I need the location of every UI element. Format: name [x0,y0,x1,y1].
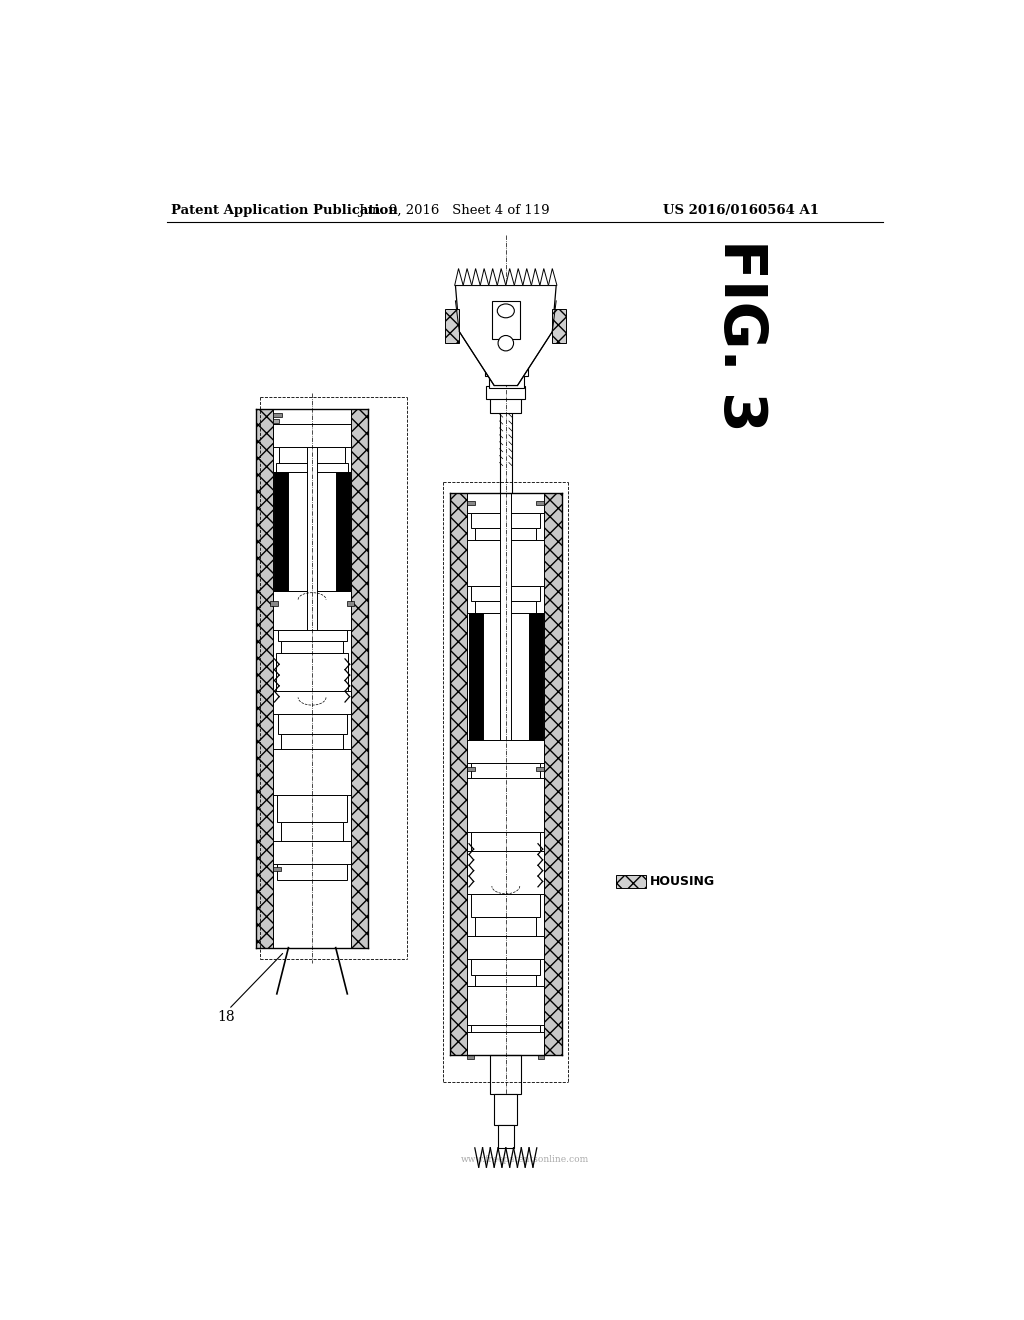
Bar [467,540,544,586]
Text: FIG. 3: FIG. 3 [712,239,769,432]
Bar [488,376,523,388]
Bar [537,767,544,771]
Bar [528,612,543,739]
Text: HOUSING: HOUSING [650,875,716,888]
Polygon shape [456,285,556,385]
Bar [469,612,483,739]
Bar [471,960,541,974]
Bar [450,494,467,1056]
Bar [273,471,351,591]
Bar [498,1125,514,1148]
Bar [471,763,541,779]
Bar [475,601,537,612]
Bar [273,424,351,447]
Bar [471,1024,541,1040]
Bar [490,1056,521,1094]
Bar [471,894,541,917]
Bar [528,612,543,739]
Bar [538,1056,544,1059]
Polygon shape [540,268,549,285]
Bar [467,767,475,771]
Bar [306,447,317,817]
Polygon shape [531,268,540,285]
Bar [336,471,349,591]
Polygon shape [472,268,480,285]
Bar [485,363,527,376]
Polygon shape [523,268,531,285]
Bar [467,986,544,1024]
Bar [467,1040,544,1056]
Polygon shape [480,268,488,285]
Bar [467,494,544,512]
Bar [486,385,525,400]
Bar [276,865,347,880]
Bar [270,601,278,606]
Bar [273,409,351,424]
Bar [445,309,460,343]
Bar [471,586,541,601]
Bar [469,612,483,739]
Bar [467,1056,474,1059]
Bar [273,867,281,871]
Bar [492,301,520,339]
Bar [276,653,348,692]
Bar [351,409,369,948]
Polygon shape [455,268,463,285]
Bar [278,630,346,642]
Polygon shape [514,268,523,285]
Text: 18: 18 [217,1010,234,1024]
Bar [273,412,283,417]
Bar [467,936,544,960]
Bar [346,601,354,606]
Text: www.freepatentsonline.com: www.freepatentsonline.com [461,1155,589,1164]
Bar [467,779,544,832]
Bar [467,612,544,739]
Bar [467,1032,544,1056]
Bar [544,494,562,1056]
Bar [537,502,544,506]
Bar [467,739,544,763]
Bar [471,512,541,528]
Bar [336,471,349,591]
Bar [475,528,537,540]
Bar [475,917,537,936]
Text: Patent Application Publication: Patent Application Publication [171,205,397,218]
Bar [278,714,346,734]
Polygon shape [463,268,472,285]
Bar [475,974,537,986]
Bar [616,874,646,888]
Bar [281,822,343,841]
Text: Jun. 9, 2016   Sheet 4 of 119: Jun. 9, 2016 Sheet 4 of 119 [357,205,549,218]
Bar [273,591,351,630]
Bar [552,309,566,343]
Bar [276,795,347,822]
Polygon shape [506,268,514,285]
Bar [280,447,345,462]
Bar [273,420,280,424]
Circle shape [498,335,514,351]
Bar [274,471,289,591]
Polygon shape [488,268,498,285]
Bar [273,748,351,795]
Bar [467,851,544,894]
Bar [495,1094,517,1125]
Bar [273,841,351,865]
Bar [471,832,541,851]
Polygon shape [498,268,506,285]
Bar [490,397,521,412]
Text: US 2016/0160564 A1: US 2016/0160564 A1 [663,205,819,218]
Bar [467,502,475,506]
Bar [274,471,289,591]
Bar [281,734,343,748]
Polygon shape [549,268,557,285]
Ellipse shape [498,304,514,318]
Bar [273,692,351,714]
Bar [500,409,512,498]
Bar [281,642,343,653]
Bar [256,409,273,948]
Bar [276,462,348,471]
Bar [501,494,511,956]
